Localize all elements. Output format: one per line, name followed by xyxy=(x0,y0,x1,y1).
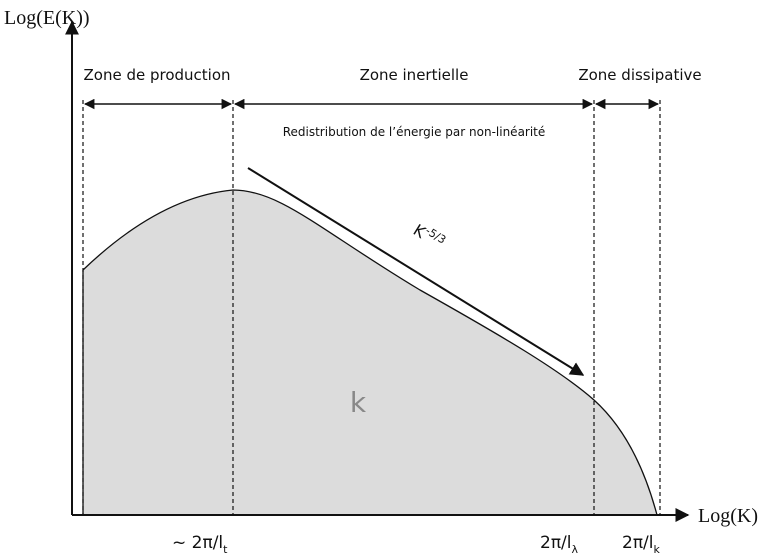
slope-label: K-5/3 xyxy=(410,219,448,254)
area-label: k xyxy=(350,386,367,419)
zone-label: Zone de production xyxy=(83,66,230,84)
slope-arrow xyxy=(247,167,585,376)
annotation: Redistribution de l’énergie par non-liné… xyxy=(283,125,546,139)
spectrum-curve xyxy=(82,189,658,516)
zone-label: Zone dissipative xyxy=(578,66,701,84)
marker-label: ~ 2π/lt xyxy=(172,533,228,556)
marker-label: 2π/lk xyxy=(622,533,661,556)
marker-label: 2π/lλ xyxy=(540,533,579,556)
x-axis-label: Log(K) xyxy=(698,505,758,527)
zone-label: Zone inertielle xyxy=(360,66,469,84)
y-axis-label: Log(E(K)) xyxy=(4,7,90,29)
